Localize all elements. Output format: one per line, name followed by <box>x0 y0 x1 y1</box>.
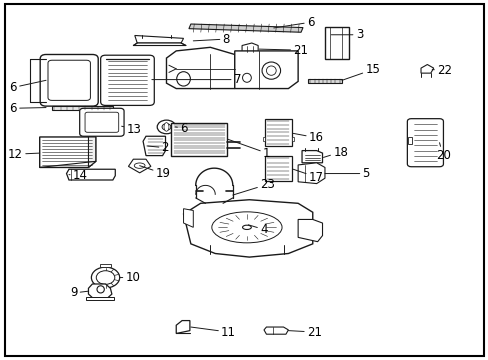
Text: 23: 23 <box>232 178 274 195</box>
Polygon shape <box>133 43 185 45</box>
Bar <box>263 137 265 141</box>
Text: 21: 21 <box>288 325 321 338</box>
Text: 15: 15 <box>341 63 380 80</box>
Text: 4: 4 <box>248 223 267 236</box>
Polygon shape <box>242 43 258 52</box>
Ellipse shape <box>266 66 276 75</box>
Text: 6: 6 <box>175 122 187 135</box>
Polygon shape <box>88 137 96 167</box>
Text: 19: 19 <box>140 166 170 180</box>
Polygon shape <box>183 209 193 227</box>
Polygon shape <box>143 136 165 156</box>
Polygon shape <box>302 150 322 163</box>
Ellipse shape <box>134 163 145 168</box>
Text: 6: 6 <box>273 16 314 29</box>
Polygon shape <box>40 137 96 167</box>
Bar <box>291 137 294 141</box>
Text: 6: 6 <box>9 80 46 94</box>
Ellipse shape <box>162 124 170 130</box>
Text: 9: 9 <box>70 287 88 300</box>
Polygon shape <box>66 169 115 180</box>
Polygon shape <box>128 159 151 173</box>
Ellipse shape <box>91 267 120 288</box>
Text: 21: 21 <box>259 44 307 57</box>
Bar <box>86 297 114 301</box>
Text: 14: 14 <box>69 169 88 182</box>
Polygon shape <box>188 24 303 32</box>
Text: 1: 1 <box>227 139 270 159</box>
Text: 7: 7 <box>152 73 241 86</box>
Ellipse shape <box>211 212 282 243</box>
Polygon shape <box>166 47 234 89</box>
Text: 13: 13 <box>122 122 141 136</box>
FancyBboxPatch shape <box>85 112 119 132</box>
Text: 6: 6 <box>9 102 46 115</box>
Text: 18: 18 <box>323 145 347 158</box>
Text: 20: 20 <box>435 143 449 162</box>
Text: 22: 22 <box>431 64 451 77</box>
FancyBboxPatch shape <box>101 55 154 105</box>
Polygon shape <box>183 200 312 257</box>
Polygon shape <box>135 36 183 43</box>
Text: 8: 8 <box>193 32 229 46</box>
Bar <box>325 27 348 59</box>
FancyBboxPatch shape <box>80 108 124 136</box>
Text: 2: 2 <box>147 141 169 154</box>
Polygon shape <box>298 220 322 242</box>
Text: 12: 12 <box>8 148 40 161</box>
Ellipse shape <box>176 72 190 86</box>
Text: 3: 3 <box>330 28 362 41</box>
Ellipse shape <box>96 271 115 284</box>
Ellipse shape <box>218 215 275 240</box>
Text: 17: 17 <box>293 169 323 184</box>
Polygon shape <box>307 79 341 83</box>
Ellipse shape <box>97 286 104 293</box>
Ellipse shape <box>242 73 251 82</box>
Ellipse shape <box>262 62 280 79</box>
Ellipse shape <box>242 225 251 229</box>
Text: 10: 10 <box>120 271 140 284</box>
Polygon shape <box>264 327 288 334</box>
Bar <box>171 123 227 156</box>
Polygon shape <box>176 320 189 333</box>
Polygon shape <box>420 64 433 73</box>
Ellipse shape <box>227 219 266 236</box>
Text: 11: 11 <box>190 325 236 338</box>
FancyBboxPatch shape <box>407 119 443 167</box>
Ellipse shape <box>163 123 168 131</box>
FancyBboxPatch shape <box>40 54 98 106</box>
Polygon shape <box>88 284 112 298</box>
Polygon shape <box>234 51 298 89</box>
Ellipse shape <box>157 120 175 134</box>
Text: 5: 5 <box>325 167 369 180</box>
Bar <box>264 119 291 146</box>
FancyBboxPatch shape <box>48 60 90 100</box>
Text: 16: 16 <box>293 131 323 144</box>
Polygon shape <box>298 163 325 184</box>
Bar <box>264 156 291 181</box>
Polygon shape <box>52 106 113 110</box>
Bar <box>100 264 111 267</box>
Bar <box>407 137 411 144</box>
